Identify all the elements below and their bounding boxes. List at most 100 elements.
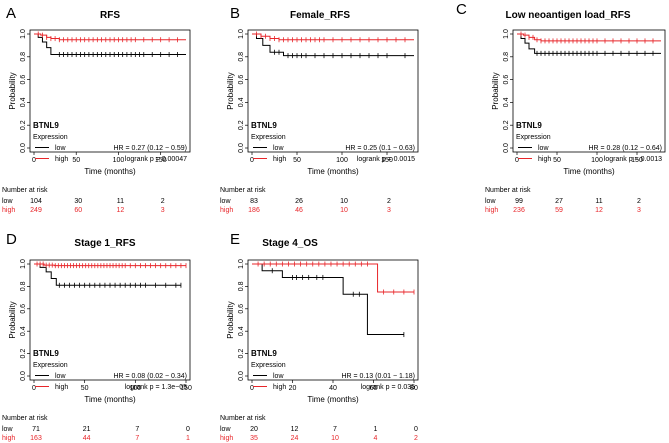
legend-title: Expression [33, 134, 68, 141]
risk-row-label-low: low [485, 198, 496, 205]
x-tick-label: 50 [293, 157, 301, 164]
y-tick-label: 0.6 [20, 304, 27, 314]
x-tick-label: 150 [180, 385, 192, 392]
legend-label-low: low [273, 145, 284, 152]
gene-label: BTNL9 [33, 121, 59, 130]
risk-count-low: 12 [291, 426, 299, 433]
y-axis-label: Probability [491, 72, 500, 109]
risk-count-high: 44 [83, 435, 91, 442]
risk-count-low: 83 [250, 198, 258, 205]
hazard-ratio: HR = 0.28 (0.12 − 0.64) [588, 145, 662, 152]
plot-frame [29, 259, 191, 381]
legend-label-high: high [55, 156, 68, 163]
x-tick-label: 40 [329, 385, 337, 392]
risk-count-low: 10 [340, 198, 348, 205]
x-tick-label: 60 [370, 385, 378, 392]
y-tick-label: 1.0 [20, 29, 27, 39]
chart-title: Female_RFS [290, 10, 350, 21]
legend-label-low: low [273, 373, 284, 380]
x-axis-label: Time (months) [563, 167, 615, 176]
risk-count-high: 12 [595, 207, 603, 214]
y-tick-label: 0.0 [238, 371, 245, 381]
y-tick-label: 0.4 [238, 97, 245, 107]
chart-title: Stage 1_RFS [74, 238, 135, 249]
x-tick-label: 0 [250, 385, 254, 392]
x-tick-label: 100 [129, 385, 141, 392]
y-axis-label: Probability [8, 72, 17, 109]
y-tick-label: 0.4 [20, 97, 27, 107]
risk-count-low: 21 [83, 426, 91, 433]
y-tick-label: 1.0 [20, 259, 27, 269]
risk-count-high: 12 [117, 207, 125, 214]
plot-frame [247, 29, 419, 153]
risk-table-title: Number at risk [2, 187, 48, 194]
risk-count-low: 11 [117, 198, 124, 205]
km-panel-c: C Low neoantigen load_RFS 0.0 0.2 0.4 0.6 0.8 1… [456, 1, 666, 214]
panel-letter: E [230, 231, 240, 248]
hazard-ratio: HR = 0.13 (0.01 − 1.18) [341, 373, 415, 380]
risk-count-low: 20 [250, 426, 258, 433]
risk-count-low: 7 [135, 426, 139, 433]
risk-table-title: Number at risk [220, 415, 266, 422]
risk-count-high: 24 [291, 435, 299, 442]
km-curve-low [252, 263, 404, 336]
y-tick-label: 0.6 [503, 75, 510, 85]
x-axis-label: Time (months) [307, 167, 359, 176]
risk-row-label-high: high [485, 207, 498, 214]
risk-count-low: 0 [186, 426, 190, 433]
risk-count-high: 4 [374, 435, 378, 442]
y-tick-label: 0.8 [20, 281, 27, 291]
legend-label-high: high [273, 156, 286, 163]
risk-row-label-high: high [2, 207, 15, 214]
y-tick-label: 0.4 [238, 326, 245, 336]
y-tick-label: 0.2 [503, 120, 510, 130]
y-tick-label: 0.2 [238, 120, 245, 130]
km-curve-low [34, 33, 186, 56]
legend-title: Expression [516, 134, 551, 141]
risk-row-label-low: low [220, 198, 231, 205]
y-tick-label: 0.2 [238, 349, 245, 359]
y-axis-label: Probability [226, 301, 235, 338]
legend-label-high: high [55, 384, 68, 391]
x-tick-label: 50 [72, 157, 80, 164]
logrank-p: logrank p = 0.00047 [125, 156, 187, 163]
risk-count-low: 26 [295, 198, 303, 205]
logrank-p: logrank p = 0.035 [361, 384, 415, 391]
risk-count-low: 71 [32, 426, 40, 433]
x-tick-label: 100 [113, 157, 125, 164]
risk-row-label-high: high [220, 435, 233, 442]
y-tick-label: 0.6 [238, 304, 245, 314]
risk-row-label-low: low [2, 426, 13, 433]
y-tick-label: 1.0 [503, 29, 510, 39]
x-tick-label: 50 [81, 385, 89, 392]
x-tick-label: 150 [155, 157, 167, 164]
risk-count-high: 59 [555, 207, 563, 214]
risk-count-low: 27 [555, 198, 563, 205]
legend-title: Expression [251, 362, 286, 369]
chart-title: Low neoantigen load_RFS [505, 10, 630, 21]
risk-count-low: 7 [333, 426, 337, 433]
x-tick-label: 50 [553, 157, 561, 164]
risk-count-high: 186 [248, 207, 260, 214]
risk-count-high: 3 [637, 207, 641, 214]
x-axis-label: Time (months) [307, 395, 359, 404]
risk-count-low: 2 [161, 198, 165, 205]
risk-count-high: 236 [513, 207, 525, 214]
y-tick-label: 1.0 [238, 29, 245, 39]
km-panel-a: A RFS 0.0 0.2 0.4 0.6 0.8 1.0 0 50 100 150 Probabili… [2, 5, 191, 214]
km-curve-high [252, 263, 414, 293]
legend-label-high: high [538, 156, 551, 163]
y-tick-label: 0.2 [20, 120, 27, 130]
gene-label: BTNL9 [33, 349, 59, 358]
risk-row-label-low: low [220, 426, 231, 433]
panel-letter: D [6, 231, 17, 248]
hazard-ratio: HR = 0.08 (0.02 − 0.34) [113, 373, 187, 380]
legend-title: Expression [33, 362, 68, 369]
panel-letter: C [456, 1, 467, 18]
y-tick-label: 0.8 [20, 52, 27, 62]
risk-table-title: Number at risk [220, 187, 266, 194]
x-tick-label: 150 [631, 157, 643, 164]
risk-count-high: 3 [161, 207, 165, 214]
risk-count-high: 249 [30, 207, 42, 214]
